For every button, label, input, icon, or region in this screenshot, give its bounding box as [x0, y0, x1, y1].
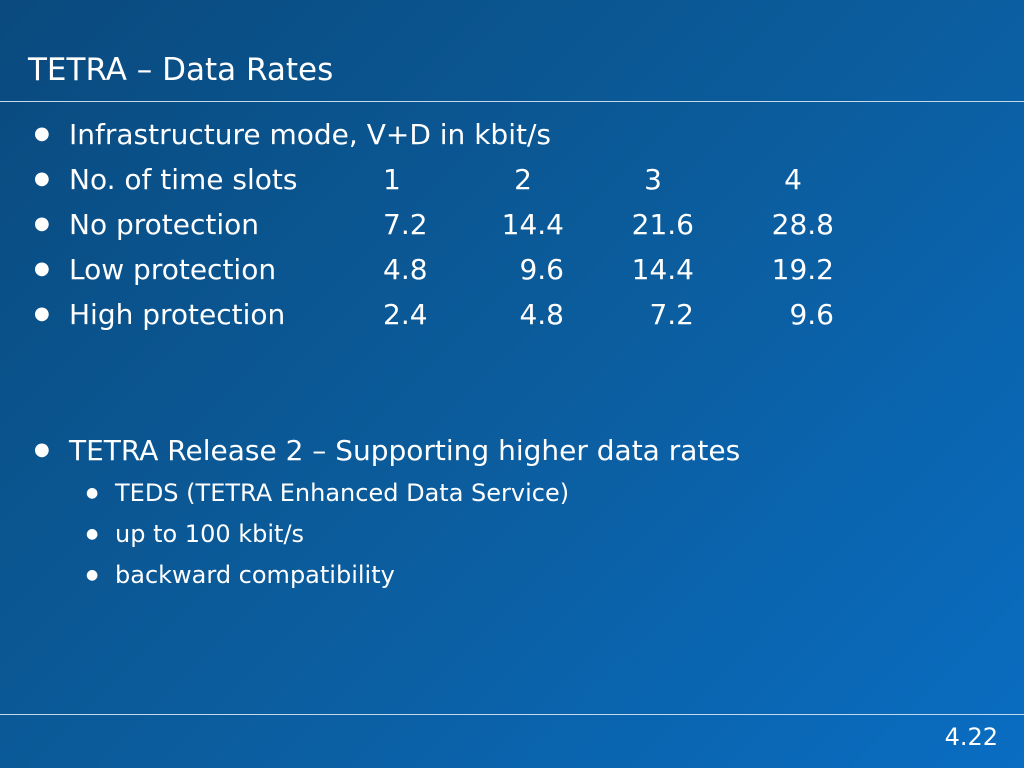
bullet-time-slots: ● No. of time slots 1 2 3 4 — [0, 163, 1024, 208]
row-label: Low protection — [69, 253, 277, 286]
bullet-dot-icon: ● — [34, 439, 50, 460]
bullet-low-protection: ● Low protection 4.8 9.6 14.4 19.2 — [0, 253, 1024, 298]
sub-bullet-speed: ● up to 100 kbit/s — [0, 520, 1024, 560]
cell-rate: 9.6 — [789, 298, 834, 331]
cell-rate: 14.4 — [501, 208, 564, 241]
sub-bullet-teds: ● TEDS (TETRA Enhanced Data Service) — [0, 479, 1024, 519]
title-divider — [0, 101, 1024, 102]
cell-rate: 21.6 — [631, 208, 694, 241]
bullet-dot-icon: ● — [34, 168, 50, 189]
page-number: 4.22 — [944, 723, 998, 751]
cell-slots-4: 4 — [784, 163, 802, 196]
row-label: No protection — [69, 208, 260, 241]
row-label: No. of time slots — [69, 163, 298, 196]
cell-rate: 4.8 — [519, 298, 564, 331]
cell-slots-3: 3 — [644, 163, 662, 196]
cell-rate: 7.2 — [383, 208, 428, 241]
cell-rate: 7.2 — [649, 298, 694, 331]
sub-bullet-dot-icon: ● — [86, 567, 99, 583]
cell-rate: 28.8 — [771, 208, 834, 241]
bullet-infrastructure-mode: ● Infrastructure mode, V+D in kbit/s — [0, 118, 1024, 163]
bullet-dot-icon: ● — [34, 303, 50, 324]
bullet-dot-icon: ● — [34, 213, 50, 234]
bullet-tetra-release-2: ● TETRA Release 2 – Supporting higher da… — [0, 434, 1024, 479]
cell-rate: 19.2 — [771, 253, 834, 286]
cell-slots-1: 1 — [383, 163, 401, 196]
cell-rate: 9.6 — [519, 253, 564, 286]
row-label: High protection — [69, 298, 286, 331]
cell-slots-2: 2 — [514, 163, 532, 196]
bullet-text: Infrastructure mode, V+D in kbit/s — [69, 118, 551, 151]
footer-divider — [0, 714, 1024, 715]
sub-bullet-text: backward compatibility — [115, 561, 395, 589]
sub-bullet-text: up to 100 kbit/s — [115, 520, 305, 548]
sub-bullet-text: TEDS (TETRA Enhanced Data Service) — [115, 479, 570, 507]
bullet-no-protection: ● No protection 7.2 14.4 21.6 28.8 — [0, 208, 1024, 253]
cell-rate: 14.4 — [631, 253, 694, 286]
cell-rate: 2.4 — [383, 298, 428, 331]
bullet-text: TETRA Release 2 – Supporting higher data… — [69, 434, 741, 467]
sub-bullet-dot-icon: ● — [86, 485, 99, 501]
slide-title: TETRA – Data Rates — [28, 52, 334, 88]
bullet-dot-icon: ● — [34, 123, 50, 144]
sub-bullet-dot-icon: ● — [86, 526, 99, 542]
sub-bullet-compatibility: ● backward compatibility — [0, 561, 1024, 601]
cell-rate: 4.8 — [383, 253, 428, 286]
bullet-high-protection: ● High protection 2.4 4.8 7.2 9.6 — [0, 298, 1024, 343]
bullet-dot-icon: ● — [34, 258, 50, 279]
